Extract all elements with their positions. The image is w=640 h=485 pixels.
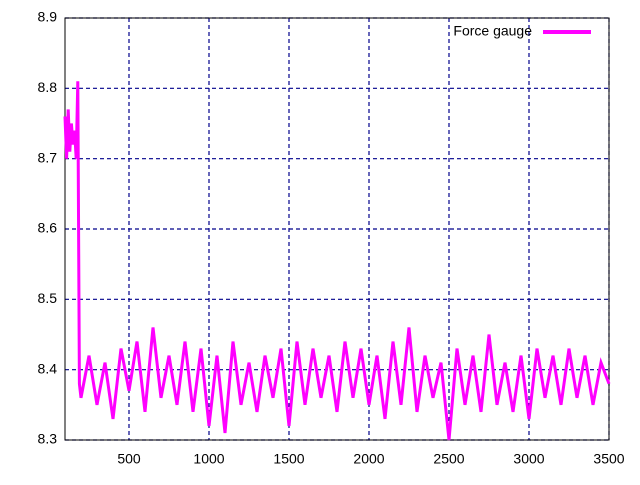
y-tick-label: 8.9 bbox=[38, 9, 58, 25]
y-tick-label: 8.3 bbox=[38, 431, 58, 447]
x-tick-label: 2500 bbox=[433, 451, 464, 467]
y-tick-label: 8.5 bbox=[38, 290, 58, 306]
x-tick-label: 1000 bbox=[193, 451, 224, 467]
legend-label: Force gauge bbox=[453, 23, 532, 39]
y-tick-label: 8.4 bbox=[38, 360, 58, 376]
x-tick-label: 3500 bbox=[593, 451, 624, 467]
y-tick-label: 8.6 bbox=[38, 220, 58, 236]
x-tick-label: 500 bbox=[117, 451, 141, 467]
x-tick-label: 3000 bbox=[513, 451, 544, 467]
y-tick-label: 8.7 bbox=[38, 149, 58, 165]
data-line bbox=[63, 81, 611, 441]
x-tick-label: 1500 bbox=[273, 451, 304, 467]
y-tick-label: 8.8 bbox=[38, 79, 58, 95]
plot-border bbox=[64, 17, 610, 441]
x-tick-label: 2000 bbox=[353, 451, 384, 467]
